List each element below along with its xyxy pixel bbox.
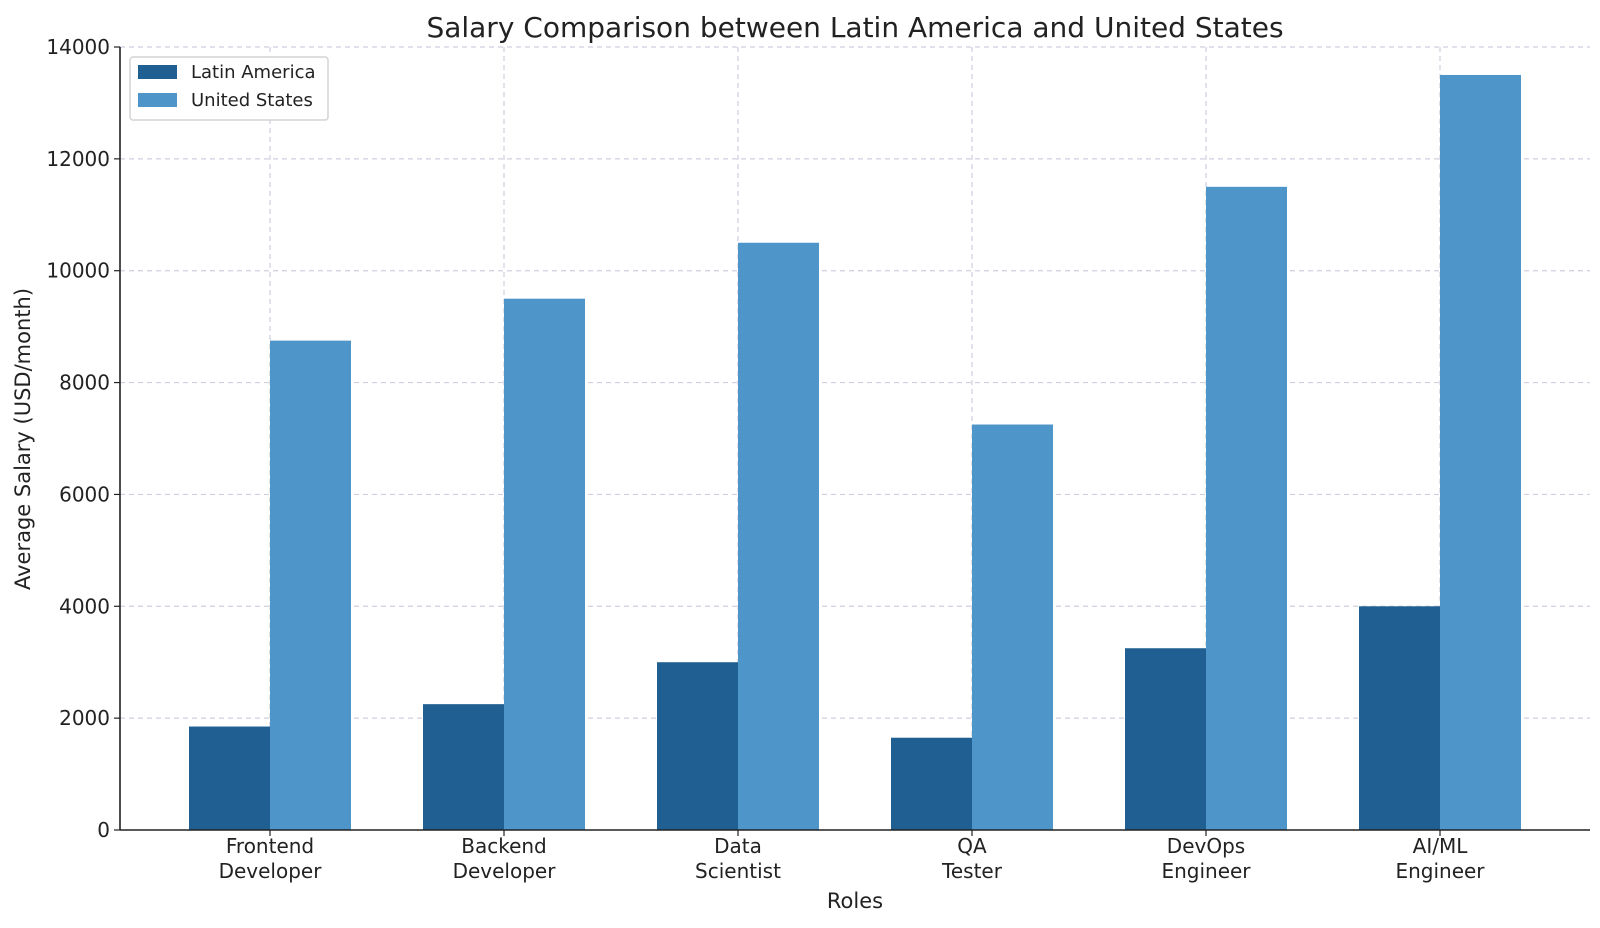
bar-latin-america-2 — [657, 662, 738, 830]
x-axis-title: Roles — [827, 889, 883, 913]
bar-united-states-0 — [270, 340, 351, 830]
bar-latin-america-3 — [891, 737, 972, 830]
legend: Latin America United States — [129, 56, 329, 121]
legend-box — [129, 56, 329, 121]
legend-label-latin-america: Latin America — [191, 62, 316, 83]
y-axis-title: Average Salary (USD/month) — [11, 288, 35, 590]
bar-latin-america-1 — [423, 704, 504, 830]
bar-latin-america-0 — [189, 726, 270, 830]
x-tick-label-line: Developer — [453, 859, 557, 883]
y-tick-label-12000: 12000 — [46, 147, 110, 171]
bar-united-states-2 — [738, 242, 819, 830]
legend-swatch-latin-america — [138, 65, 177, 79]
bar-united-states-3 — [972, 424, 1053, 830]
bar-united-states-1 — [504, 298, 585, 830]
x-tick-label-line: Tester — [941, 859, 1003, 883]
x-tick-label-2: Data Scientist — [695, 834, 781, 883]
x-tick-label-line: QA — [957, 834, 987, 858]
axes — [119, 47, 1590, 831]
x-tick-label-3: QA Tester — [941, 834, 1003, 883]
legend-label-united-states: United States — [191, 90, 313, 111]
x-tick-label-4: DevOps Engineer — [1161, 834, 1251, 883]
chart-title: Salary Comparison between Latin America … — [426, 11, 1283, 44]
x-tick-label-0: Frontend Developer — [219, 834, 323, 883]
bar-latin-america-4 — [1125, 648, 1206, 830]
x-tick-label-line: DevOps — [1167, 834, 1245, 858]
bar-united-states-5 — [1440, 74, 1521, 830]
x-tick-label-1: Backend Developer — [453, 834, 557, 883]
bar-united-states-4 — [1206, 186, 1287, 831]
y-axis-ticks: 0 2000 4000 6000 8000 10000 12000 14000 — [46, 35, 120, 842]
y-tick-label-6000: 6000 — [59, 482, 110, 506]
x-tick-label-line: Scientist — [695, 859, 781, 883]
y-tick-label-8000: 8000 — [59, 371, 110, 395]
y-tick-label-4000: 4000 — [59, 594, 110, 618]
y-tick-label-0: 0 — [97, 818, 110, 842]
x-tick-label-line: Backend — [461, 834, 547, 858]
bar-latin-america-5 — [1359, 606, 1440, 830]
y-tick-label-2000: 2000 — [59, 706, 110, 730]
x-tick-label-line: AI/ML — [1413, 834, 1469, 858]
x-tick-label-5: AI/ML Engineer — [1395, 834, 1485, 883]
x-tick-label-line: Engineer — [1395, 859, 1485, 883]
x-tick-label-line: Frontend — [226, 834, 314, 858]
y-tick-label-10000: 10000 — [46, 259, 110, 283]
x-tick-label-line: Data — [714, 834, 762, 858]
x-tick-label-line: Developer — [219, 859, 323, 883]
x-tick-label-line: Engineer — [1161, 859, 1251, 883]
y-tick-label-14000: 14000 — [46, 35, 110, 59]
bars — [189, 74, 1521, 831]
legend-swatch-united-states — [138, 93, 177, 107]
